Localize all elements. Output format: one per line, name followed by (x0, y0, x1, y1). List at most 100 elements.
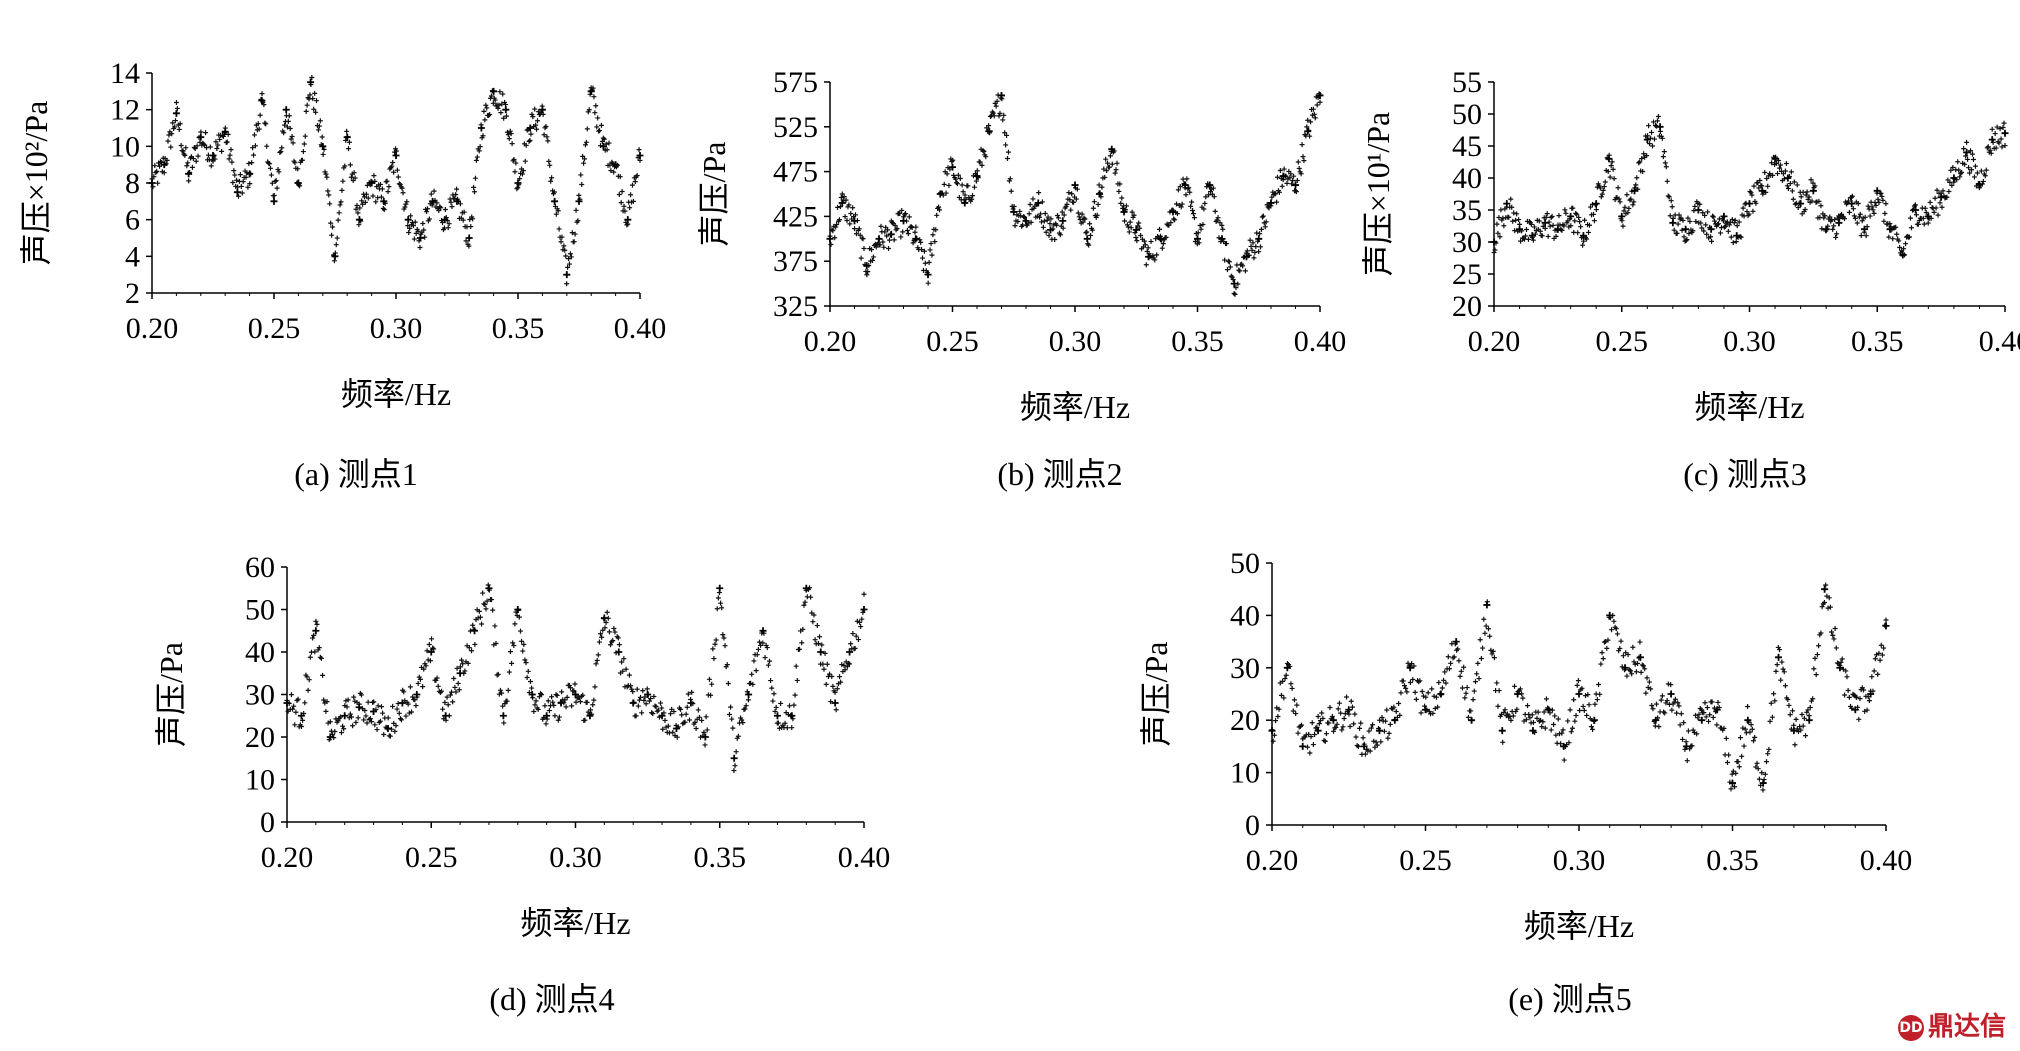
scatter-texture-mark (1745, 703, 1751, 709)
scatter-texture (284, 582, 867, 774)
scatter-texture-mark (1779, 659, 1785, 665)
scatter-texture-mark (1683, 238, 1689, 244)
scatter-texture-mark (619, 189, 625, 195)
scatter-texture-mark (668, 711, 674, 717)
data-point (701, 733, 709, 741)
scatter-texture-mark (1698, 220, 1704, 226)
scatter-texture-mark (1175, 187, 1181, 193)
data-point (1950, 174, 1958, 182)
scatter-texture-mark (371, 173, 377, 179)
scatter-texture-mark (256, 126, 262, 132)
data-point (477, 124, 485, 132)
scatter-texture-mark (1830, 226, 1836, 232)
scatter-texture-mark (630, 198, 636, 204)
data-point (270, 197, 278, 205)
scatter-texture-mark (311, 106, 317, 112)
scatter-texture-mark (1237, 268, 1243, 274)
scatter-texture-mark (1875, 196, 1881, 202)
scatter-texture-mark (1602, 179, 1608, 185)
scatter-texture-mark (503, 113, 509, 119)
scatter-texture-mark (1832, 217, 1838, 223)
scatter-texture-mark (442, 206, 448, 212)
scatter-texture-mark (236, 193, 242, 199)
data-point (1963, 148, 1971, 156)
scatter-texture-mark (1774, 662, 1780, 668)
data-point (1243, 253, 1250, 261)
scatter-texture-mark (861, 245, 867, 251)
scatter-texture-mark (1681, 234, 1687, 240)
scatter-texture-mark (1291, 173, 1297, 179)
scatter-texture-mark (426, 642, 432, 648)
data-point (863, 262, 871, 270)
scatter-texture-mark (495, 671, 501, 677)
scatter-texture-mark (1651, 136, 1657, 142)
scatter-texture-mark (1514, 706, 1520, 712)
scatter-texture-mark (586, 107, 592, 113)
scatter-texture-mark (1630, 202, 1636, 208)
data-point (1836, 664, 1844, 672)
scatter-texture-mark (1558, 741, 1564, 747)
chart-a: 0.20 0.25 0.30 0.35 0.402468101214声压×10²/Pa频… (18, 57, 666, 492)
scatter-texture-mark (740, 720, 746, 726)
y-tick-label: 475 (773, 156, 818, 189)
scatter-texture-mark (1624, 673, 1630, 679)
scatter-texture-mark (1060, 225, 1066, 231)
scatter-texture-mark (353, 206, 359, 212)
scatter-texture-mark (1510, 713, 1516, 719)
scatter-texture-mark (447, 692, 453, 698)
scatter-texture-mark (522, 657, 528, 663)
scatter-texture-mark (1838, 659, 1844, 665)
scatter-texture-mark (1478, 656, 1484, 662)
scatter-texture-mark (1985, 144, 1991, 150)
scatter-texture-mark (1296, 165, 1302, 171)
scatter-texture-mark (1549, 213, 1555, 219)
scatter-texture-mark (1227, 264, 1233, 270)
scatter-texture-mark (1872, 656, 1878, 662)
scatter-texture-mark (1639, 156, 1645, 162)
scatter-texture-mark (970, 193, 976, 199)
scatter-texture-mark (559, 689, 565, 695)
scatter-texture-mark (1723, 735, 1729, 741)
scatter-texture-mark (710, 646, 716, 652)
scatter-texture-mark (905, 231, 911, 237)
scatter-texture-mark (1530, 719, 1536, 725)
scatter-texture-mark (292, 160, 298, 166)
data-point (538, 106, 546, 114)
scatter-texture-mark (1341, 716, 1347, 722)
scatter-texture-mark (1459, 685, 1465, 691)
scatter-texture-mark (1099, 184, 1105, 190)
data-point (1592, 200, 1600, 208)
scatter-texture-mark (1621, 208, 1627, 214)
scatter-texture-mark (745, 697, 751, 703)
scatter-texture-mark (1605, 637, 1611, 643)
scatter-texture-mark (1419, 688, 1425, 694)
scatter-texture-mark (1270, 738, 1276, 744)
data-point (465, 234, 473, 242)
scatter-texture-mark (1443, 680, 1449, 686)
scatter-texture-mark (499, 690, 505, 696)
y-tick-label: 30 (245, 679, 275, 712)
data-point (1606, 611, 1614, 619)
scatter-texture-mark (1630, 644, 1636, 650)
scatter-texture-mark (224, 139, 230, 145)
scatter-texture-mark (571, 688, 577, 694)
scatter-texture-mark (1079, 211, 1085, 217)
scatter-texture-mark (1542, 225, 1548, 231)
scatter-texture-mark (285, 118, 291, 124)
scatter-texture-mark (1969, 167, 1975, 173)
scatter-texture-mark (847, 221, 853, 227)
scatter-texture-mark (1076, 214, 1082, 220)
scatter-texture-mark (1273, 718, 1279, 724)
scatter-texture-mark (1866, 698, 1872, 704)
scatter-texture-mark (654, 708, 660, 714)
scatter-texture-mark (1197, 223, 1203, 229)
scatter-texture-mark (1166, 222, 1172, 228)
scatter-texture-mark (1653, 701, 1659, 707)
scatter-texture-mark (1071, 199, 1077, 205)
scatter-texture-mark (527, 679, 533, 685)
data-point (1643, 136, 1651, 144)
scatter-texture-mark (217, 136, 223, 142)
scatter-texture-mark (534, 126, 540, 132)
scatter-texture-mark (316, 123, 322, 129)
scatter-texture-mark (438, 205, 444, 211)
